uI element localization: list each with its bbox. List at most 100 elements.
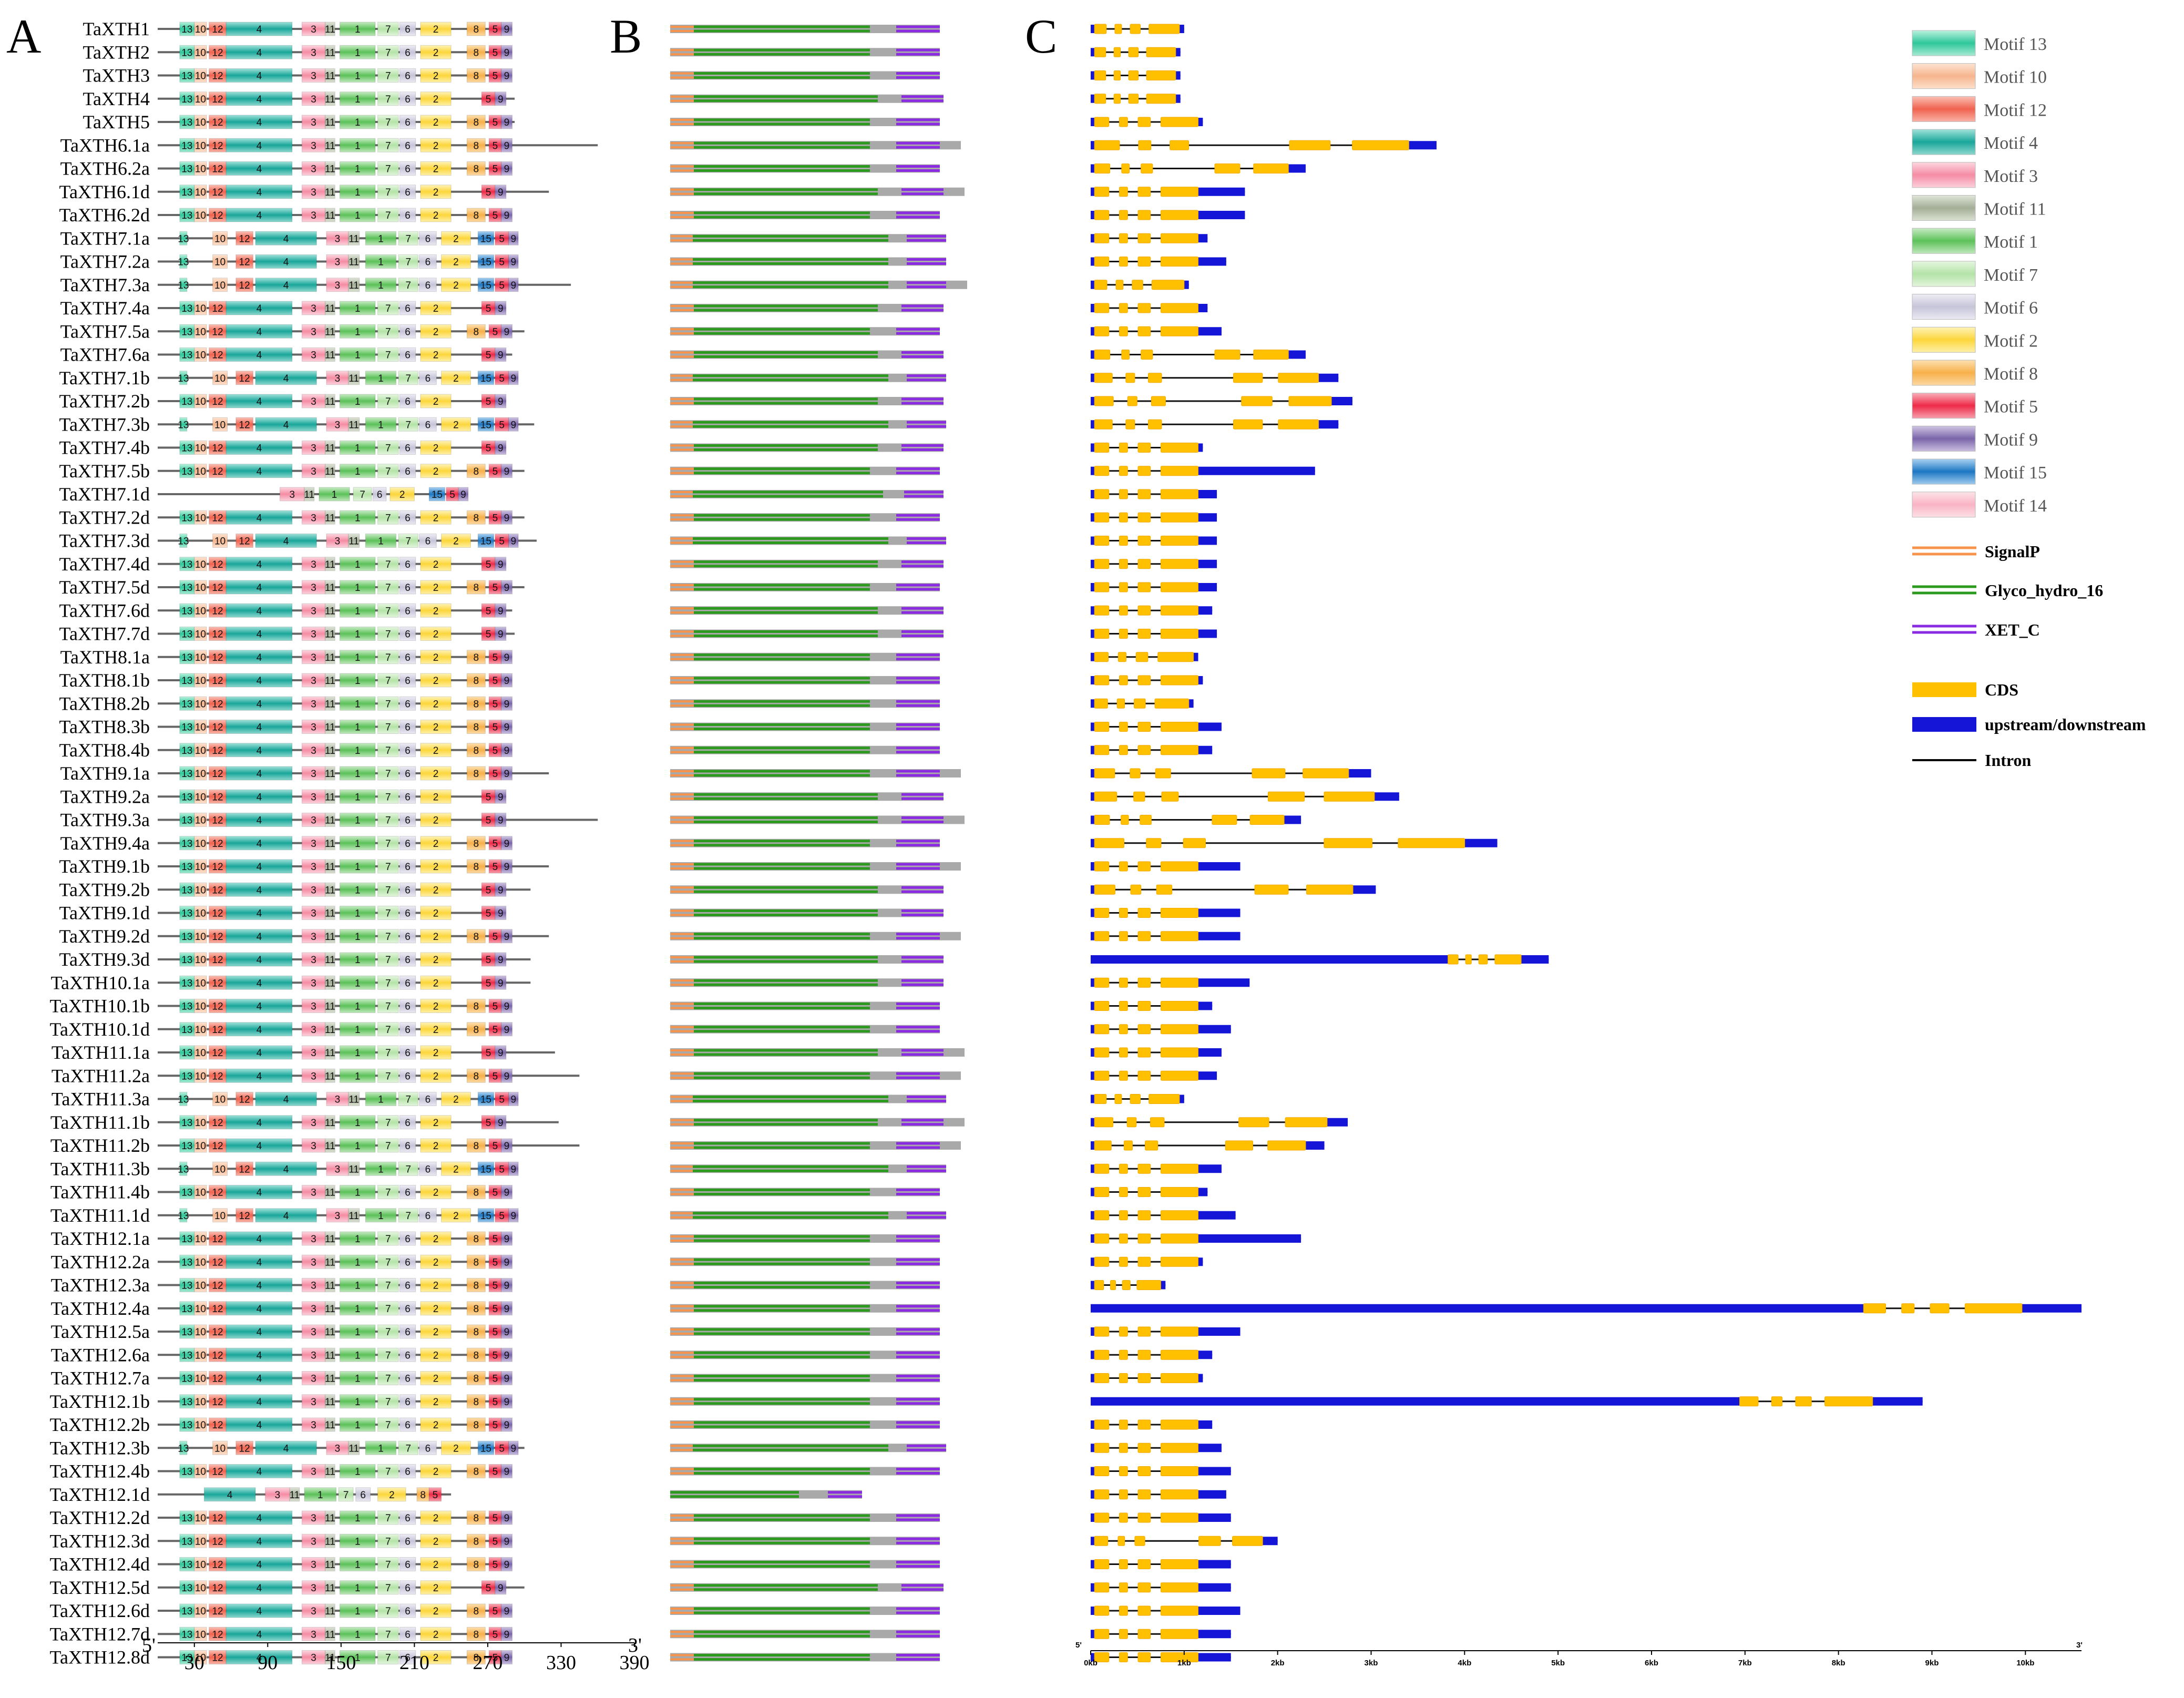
motif-number: 11 bbox=[325, 1071, 335, 1082]
gene-name: TaXTH8.3b bbox=[59, 717, 150, 738]
motif-box bbox=[225, 1557, 293, 1571]
cds-exon bbox=[1137, 1163, 1151, 1174]
motif-9: 9 bbox=[508, 417, 519, 432]
domain-row bbox=[670, 1164, 946, 1173]
motif-number: 1 bbox=[355, 350, 361, 361]
motif-box bbox=[194, 161, 207, 176]
motif-3: 3 bbox=[301, 347, 326, 362]
motif-box bbox=[325, 1138, 335, 1153]
cds-exon bbox=[1289, 140, 1331, 150]
motif-box bbox=[420, 603, 452, 618]
motif-9: 9 bbox=[495, 603, 507, 618]
motif-number: 3 bbox=[311, 722, 316, 733]
motif-9: 9 bbox=[501, 1138, 512, 1153]
motif-number: 11 bbox=[325, 1350, 335, 1361]
upstream-region bbox=[1091, 280, 1095, 289]
motif-box bbox=[340, 813, 376, 827]
motif-row: TaXTH11.2b 13 10 12 4 3 11 1 7 6 2 8 5 9 bbox=[50, 1135, 580, 1156]
motif-number: 6 bbox=[405, 1513, 411, 1524]
upstream-region bbox=[1091, 257, 1095, 266]
motif-number: 13 bbox=[178, 233, 189, 244]
cds-exon bbox=[1137, 745, 1151, 755]
motif-1: 1 bbox=[340, 1324, 376, 1339]
motif-4: 4 bbox=[255, 1208, 317, 1223]
motif-number: 3 bbox=[311, 210, 316, 221]
motif-box bbox=[399, 975, 416, 990]
legend-label-domain: XET_C bbox=[1985, 620, 2040, 639]
motif-box bbox=[377, 766, 399, 781]
motif-box bbox=[420, 882, 452, 897]
motif-7: 7 bbox=[377, 1138, 399, 1153]
gene-name: TaXTH11.1d bbox=[50, 1205, 150, 1226]
motif-number: 7 bbox=[385, 326, 391, 337]
motif-box bbox=[340, 836, 376, 851]
motif-11: 11 bbox=[325, 1510, 335, 1525]
motif-number: 1 bbox=[355, 187, 361, 198]
motif-7: 7 bbox=[377, 1254, 399, 1269]
cds-exon bbox=[1146, 70, 1176, 80]
motif-number: 5 bbox=[493, 1188, 498, 1199]
motif-number: 2 bbox=[433, 978, 439, 989]
motif-box bbox=[209, 1185, 227, 1199]
cds-exon bbox=[1094, 70, 1106, 80]
motif-number: 3 bbox=[311, 1606, 316, 1617]
motif-number: 4 bbox=[257, 676, 262, 687]
motif-3: 3 bbox=[265, 1487, 290, 1502]
motif-box bbox=[301, 1371, 326, 1385]
motif-number: 10 bbox=[195, 1467, 206, 1478]
motif-number: 6 bbox=[405, 1071, 411, 1082]
motif-number: 9 bbox=[504, 1420, 510, 1431]
motif-box bbox=[301, 1533, 326, 1548]
motif-number: 9 bbox=[504, 1536, 510, 1547]
motif-5: 5 bbox=[488, 1254, 502, 1269]
motif-box bbox=[495, 1045, 507, 1060]
gene-name: TaXTH12.4a bbox=[51, 1298, 150, 1319]
motif-box bbox=[225, 115, 293, 129]
motif-13: 13 bbox=[179, 650, 195, 664]
motif-box bbox=[377, 627, 399, 641]
gene-row bbox=[1091, 1349, 1213, 1360]
motif-number: 9 bbox=[504, 1025, 510, 1036]
motif-box bbox=[466, 1138, 486, 1153]
motif-number: 9 bbox=[504, 24, 510, 35]
cds-exon bbox=[1160, 1210, 1199, 1221]
motif-box bbox=[377, 1627, 399, 1641]
motif-7: 7 bbox=[377, 138, 399, 152]
downstream-region bbox=[1198, 187, 1245, 196]
cds-exon bbox=[1478, 954, 1488, 965]
motif-box bbox=[495, 1115, 507, 1130]
cds-exon bbox=[1119, 582, 1128, 592]
motif-number: 7 bbox=[405, 280, 411, 291]
motif-3: 3 bbox=[301, 1603, 326, 1618]
motif-number: 9 bbox=[498, 559, 504, 570]
cds-exon bbox=[1094, 745, 1110, 755]
motif-box bbox=[340, 999, 376, 1013]
motif-3: 3 bbox=[301, 441, 326, 455]
motif-box bbox=[466, 161, 486, 176]
motif-number: 8 bbox=[474, 1467, 479, 1478]
motif-1: 1 bbox=[340, 324, 376, 339]
motif-box bbox=[481, 394, 496, 408]
motif-8: 8 bbox=[466, 1138, 486, 1153]
motif-8: 8 bbox=[466, 743, 486, 758]
motif-box bbox=[495, 254, 509, 269]
motif-7: 7 bbox=[377, 324, 399, 339]
motif-3: 3 bbox=[301, 720, 326, 734]
motif-1: 1 bbox=[340, 1627, 376, 1641]
motif-box bbox=[377, 1580, 399, 1595]
motif-box bbox=[377, 1022, 399, 1037]
motif-3: 3 bbox=[326, 1208, 349, 1223]
motif-number: 6 bbox=[405, 164, 411, 175]
motif-number: 3 bbox=[335, 536, 341, 547]
motif-3: 3 bbox=[301, 859, 326, 874]
motif-box bbox=[179, 557, 195, 571]
downstream-region bbox=[1198, 257, 1226, 266]
motif-number: 10 bbox=[195, 885, 206, 896]
motif-number: 2 bbox=[433, 1304, 439, 1315]
cds-exon bbox=[1151, 396, 1166, 406]
motif-11: 11 bbox=[325, 696, 335, 711]
motif-11: 11 bbox=[325, 1278, 335, 1292]
motif-number: 5 bbox=[493, 1001, 498, 1012]
gene-name: TaXTH9.2b bbox=[59, 879, 150, 900]
motif-6: 6 bbox=[399, 1022, 416, 1037]
